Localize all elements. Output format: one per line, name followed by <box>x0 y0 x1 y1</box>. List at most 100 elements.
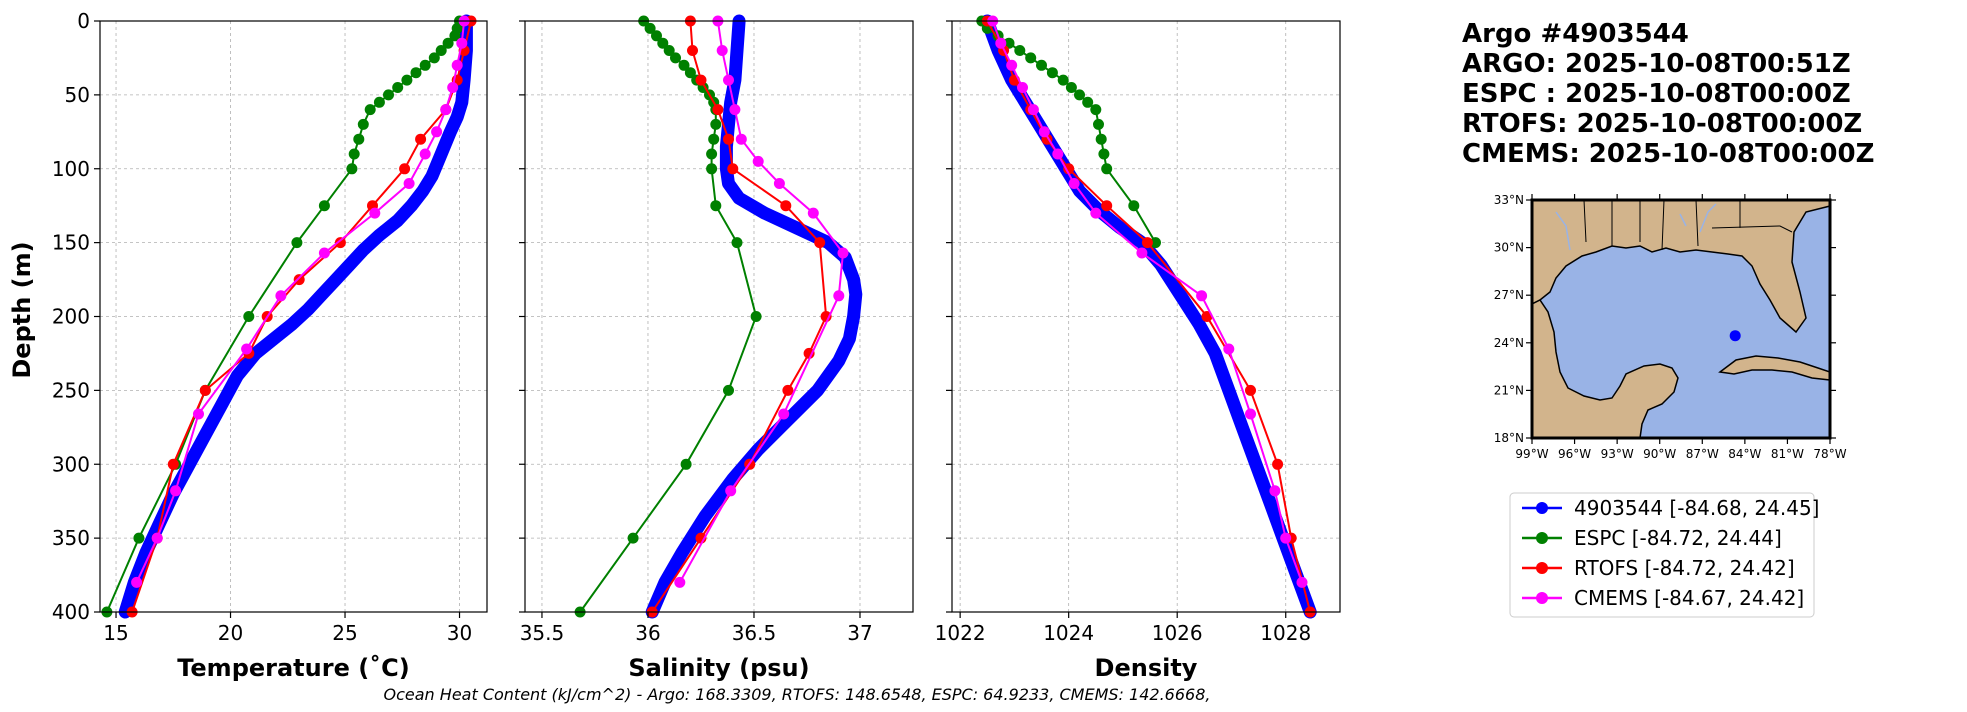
data-point-espc <box>401 74 413 86</box>
data-point-espc <box>1074 89 1085 101</box>
data-point-espc <box>1065 82 1077 93</box>
data-point-cmems <box>131 576 143 588</box>
data-point-cmems <box>752 155 764 167</box>
y-tick-label: 300 <box>52 452 90 476</box>
data-point-rtofs <box>1141 237 1153 249</box>
data-point-cmems <box>729 104 741 116</box>
legend-item-4903544: 4903544 [-84.68, 24.45] <box>1522 496 1819 520</box>
data-point-espc <box>1082 96 1094 108</box>
series-4903544 <box>645 14 863 619</box>
panel-density: 1022 1024 1026 1028 Density <box>935 14 1341 682</box>
map-state-borders <box>1583 199 1793 251</box>
data-point-rtofs <box>399 163 411 175</box>
data-point-espc <box>670 52 681 64</box>
title-espc-time: ESPC : 2025-10-08T00:00Z <box>1462 79 1851 109</box>
data-point-espc <box>383 89 394 101</box>
y-tick-label: 350 <box>52 526 90 550</box>
data-point-cmems <box>440 104 452 116</box>
x-tick-label: 36 <box>635 621 660 645</box>
map-lat-label: 30°N <box>1494 241 1524 255</box>
map-lon-label: 87°W <box>1686 447 1719 461</box>
legend-item-espc: ESPC [-84.72, 24.44] <box>1522 526 1782 550</box>
data-point-rtofs <box>695 74 707 86</box>
legend-label: ESPC [-84.72, 24.44] <box>1574 526 1782 550</box>
x-axis-label-salinity: Salinity (psu) <box>628 654 809 682</box>
series-espc <box>101 15 465 618</box>
data-point-rtofs <box>687 45 698 56</box>
data-point-espc <box>706 163 718 175</box>
data-point-cmems <box>193 408 204 420</box>
legend-label: RTOFS [-84.72, 24.42] <box>1574 556 1795 580</box>
x-tick-label: 37 <box>847 621 872 645</box>
legend-marker <box>1536 592 1548 604</box>
x-tick-label: 25 <box>332 621 357 645</box>
data-point-cmems <box>833 290 845 302</box>
y-tick-label: 100 <box>52 157 90 181</box>
x-tick-label: 1026 <box>1152 621 1203 645</box>
data-point-espc <box>706 148 718 160</box>
figure-title-block: Argo #4903544 ARGO: 2025-10-08T00:51Z ES… <box>1462 19 1874 169</box>
data-point-cmems <box>735 133 747 145</box>
data-point-rtofs <box>167 458 179 470</box>
data-point-rtofs <box>814 237 826 249</box>
data-point-cmems <box>725 485 737 497</box>
data-point-cmems <box>995 37 1007 49</box>
map-lon-label: 90°W <box>1643 447 1676 461</box>
map-lat-label: 24°N <box>1494 336 1524 350</box>
data-point-rtofs <box>415 133 427 145</box>
series-4903544 <box>118 14 473 619</box>
data-point-rtofs <box>1101 200 1113 212</box>
title-rtofs-time: RTOFS: 2025-10-08T00:00Z <box>1462 109 1862 139</box>
series-line-cmems <box>135 20 466 583</box>
data-point-espc <box>392 82 404 93</box>
x-tick-label: 36.5 <box>732 621 777 645</box>
data-point-cmems <box>170 485 182 497</box>
profile-panels: 15 20 25 30050100150200250300350400Temperat… <box>52 9 1341 682</box>
legend-marker <box>1536 532 1548 544</box>
series-line-cmems <box>678 20 845 583</box>
argo-float-location-marker <box>1729 330 1741 342</box>
ocean-heat-content-note: Ocean Heat Content (kJ/cm^2) - Argo: 168… <box>384 685 1211 704</box>
series-espc <box>976 15 1161 249</box>
data-point-espc <box>364 104 376 116</box>
data-point-espc <box>710 118 722 130</box>
data-point-espc <box>449 30 461 42</box>
data-point-espc <box>291 237 303 249</box>
data-point-espc <box>708 133 720 145</box>
map-land-north <box>1531 199 1831 334</box>
x-tick-label: 20 <box>218 621 243 645</box>
data-point-espc <box>373 96 385 108</box>
x-tick-label: 35.5 <box>520 621 565 645</box>
data-point-cmems <box>773 178 785 189</box>
data-point-cmems <box>241 343 253 355</box>
data-point-rtofs <box>780 200 792 212</box>
data-point-cmems <box>1269 485 1281 497</box>
data-point-espc <box>442 37 454 49</box>
title-argo-time: ARGO: 2025-10-08T00:51Z <box>1462 49 1851 79</box>
data-point-cmems <box>807 207 819 219</box>
data-point-espc <box>353 133 365 145</box>
y-tick-label: 150 <box>52 231 90 255</box>
data-point-espc <box>318 200 330 212</box>
data-point-cmems <box>151 532 163 544</box>
series-cmems <box>987 15 1308 588</box>
map-lat-label: 33°N <box>1494 193 1524 207</box>
x-tick-label: 1028 <box>1260 621 1311 645</box>
legend-marker <box>1536 562 1548 574</box>
data-point-rtofs <box>199 384 211 396</box>
data-point-cmems <box>451 59 463 71</box>
map-lat-label: 21°N <box>1494 383 1524 397</box>
panel-salinity: 35.5 36 36.5 37 Salinity (psu) <box>519 14 914 682</box>
legend-label: CMEMS [-84.67, 24.42] <box>1574 586 1804 610</box>
map-lon-label: 81°W <box>1771 447 1804 461</box>
data-point-cmems <box>1090 207 1102 219</box>
data-point-rtofs <box>712 104 724 116</box>
data-point-espc <box>1095 133 1107 145</box>
series-cmems <box>131 15 470 588</box>
map-lon-label: 96°W <box>1558 447 1591 461</box>
legend-item-rtofs: RTOFS [-84.72, 24.42] <box>1522 556 1795 580</box>
data-point-espc <box>410 67 422 79</box>
data-point-espc <box>348 148 360 160</box>
data-point-cmems <box>723 74 734 86</box>
